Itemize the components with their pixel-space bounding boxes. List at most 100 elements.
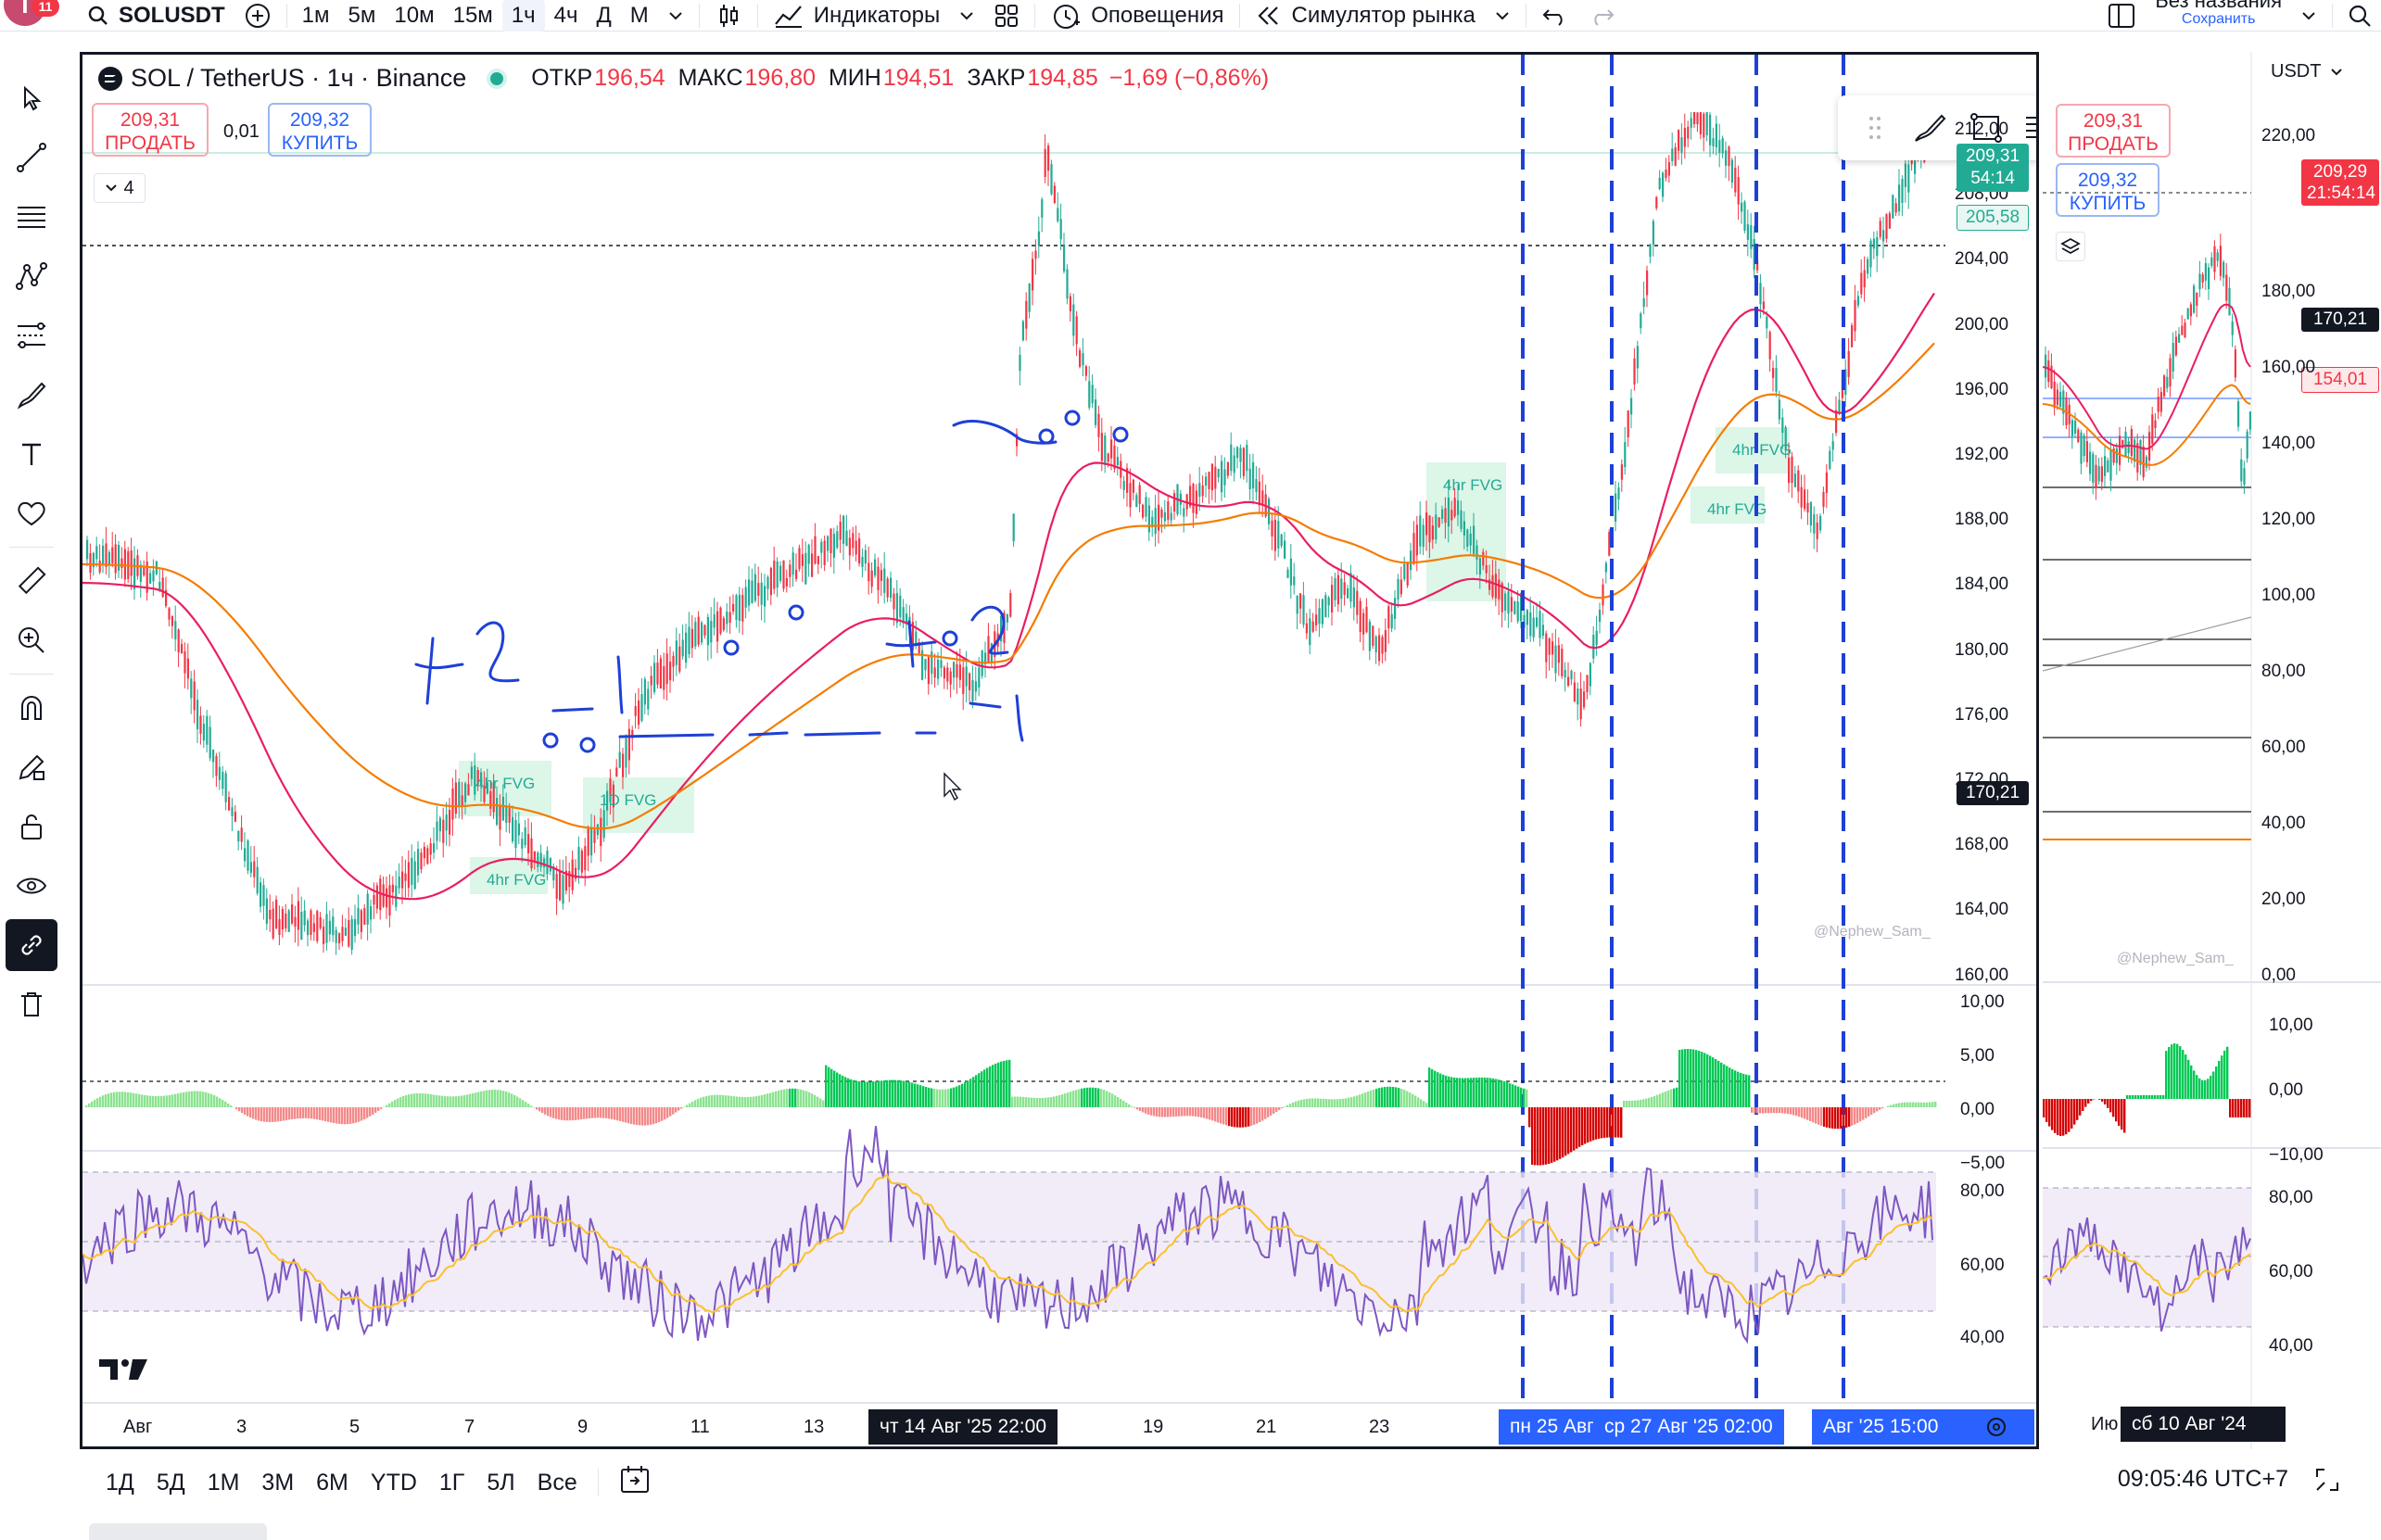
oscillator-bar [1678,1050,1681,1107]
oscillator-axis-label: 10,00 [1960,992,2005,1012]
currency-selector[interactable]: USDT [2271,61,2343,82]
oscillator-bar [258,1107,260,1121]
main-chart-panel[interactable]: 4hr FVG 1D FVG 4hr FVG 4hr FVG 4hr FVG 4hr FV… [80,52,2039,1449]
candle-body [310,910,312,935]
timeframe-dropdown[interactable] [658,0,693,32]
fib-tool[interactable] [6,191,57,243]
oscillator-bar [1848,1107,1851,1127]
sell-button[interactable]: 209,31 ПРОДАТЬ [92,103,209,157]
candle-body [1189,486,1192,507]
alerts-button[interactable]: Оповещения [1041,0,1233,32]
range-all[interactable]: Все [537,1469,577,1496]
chart-settings-button[interactable] [1984,1415,2008,1444]
fullscreen-button[interactable] [2313,1466,2341,1498]
draw-rectangle-button[interactable] [1962,104,2010,152]
compare-symbol-button[interactable] [234,0,281,32]
range-3m[interactable]: 3М [261,1469,295,1496]
range-1y[interactable]: 1Г [438,1469,465,1496]
mini-sell-button[interactable]: 209,31 ПРОДАТЬ [2056,104,2171,158]
undo-button[interactable] [1532,0,1578,32]
layout-dropdown[interactable] [2291,0,2326,32]
zoom-tool[interactable] [6,614,57,666]
oscillator-bar [1887,1105,1890,1107]
quick-search-button[interactable] [2338,0,2381,32]
layout-toggle-button[interactable] [2097,0,2146,32]
mini-oscillator-bar [2109,1099,2112,1113]
chart-type-button[interactable] [705,0,752,32]
trendline-tool[interactable] [6,132,57,183]
secondary-chart-canvas[interactable] [2043,52,2381,1449]
timeframe-1m[interactable]: 1м [301,2,330,28]
horizontal-scrollbar[interactable] [89,1523,267,1540]
range-1m[interactable]: 1М [207,1469,240,1496]
timeframe-15m[interactable]: 15м [452,2,493,28]
oscillator-bar [413,1093,416,1107]
range-5d[interactable]: 5Д [156,1469,185,1496]
lock-drawings-tool[interactable] [6,801,57,852]
candle-body [1894,203,1897,213]
drag-handle[interactable] [1851,104,1899,152]
redo-button[interactable] [1578,0,1625,32]
mini-candle-body [2219,246,2222,276]
oscillator-bar [847,1078,850,1107]
goto-date-button[interactable] [608,1464,664,1502]
symbol-search-button[interactable]: SOLUSDT [78,0,234,32]
pattern-tool[interactable] [6,250,57,302]
candle-body [1384,630,1387,652]
legend-high-key: МАКС [678,65,743,91]
candle-body [111,547,114,563]
oscillator-bar [650,1107,652,1125]
text-tool[interactable] [6,428,57,480]
oscillator-bar [1539,1107,1542,1166]
sync-drawings-tool[interactable] [6,919,57,971]
magnet-tool[interactable] [6,682,57,734]
range-6m[interactable]: 6М [316,1469,348,1496]
buy-button[interactable]: 209,32 КУПИТЬ [268,103,372,157]
oscillator-bar [349,1107,352,1124]
timeframe-5m[interactable]: 5м [348,2,376,28]
measure-tool[interactable] [6,555,57,607]
range-1d[interactable]: 1Д [106,1469,134,1496]
range-ytd[interactable]: YTD [370,1469,417,1496]
layouts-button[interactable] [984,0,1029,32]
candle-body [1526,610,1528,625]
timeframe-10m[interactable]: 10м [394,2,435,28]
replay-dropdown[interactable] [1485,0,1520,32]
oscillator-bar [1576,1107,1578,1149]
layout-name-button[interactable]: Без названия Сохранить [2146,0,2291,32]
indicators-dropdown[interactable] [949,0,984,32]
remove-drawings-tool[interactable] [6,978,57,1030]
mini-oscillator-bar [2173,1043,2176,1099]
hide-drawings-tool[interactable] [6,860,57,912]
oscillator-bar [1598,1107,1601,1139]
draw-brush-button[interactable] [1906,104,1955,152]
timeframe-day[interactable]: Д [596,2,612,28]
oscillator-bar [1478,1077,1481,1107]
cursor-tool[interactable] [6,72,57,124]
oscillator-bar [908,1081,911,1107]
forecast-tool[interactable] [6,309,57,361]
range-5y[interactable]: 5Л [487,1469,515,1496]
secondary-chart-panel[interactable]: USDT 209,31 ПРОДАТЬ 209,32 КУПИТЬ 209,29… [2043,52,2381,1449]
user-avatar[interactable]: T 11 [4,0,59,26]
oscillator-bar [1537,1107,1539,1166]
brush-tool[interactable] [6,369,57,421]
candle-body [1721,138,1724,154]
draw-fib-button[interactable] [2018,104,2036,152]
timezone-clock[interactable]: 09:05:46 UTC+7 [2117,1466,2288,1492]
candle-body [931,651,933,675]
favorites-tool[interactable] [6,487,57,539]
indicators-button[interactable]: Индикаторы [764,0,949,32]
keep-drawing-tool[interactable] [6,741,57,793]
timeframe-1h[interactable]: 1ч [501,0,545,32]
oscillator-bar [958,1085,961,1107]
mini-buy-button[interactable]: 209,32 КУПИТЬ [2056,163,2159,217]
indicators-collapse-button[interactable]: 4 [94,173,146,203]
timeframe-4h[interactable]: 4ч [553,2,578,28]
mini-candle-body [2213,246,2216,272]
replay-button[interactable]: Симулятор рынка [1246,0,1485,32]
mini-layers-button[interactable] [2056,232,2085,261]
timeframe-month[interactable]: М [629,2,649,28]
oscillator-bar [1748,1075,1751,1107]
